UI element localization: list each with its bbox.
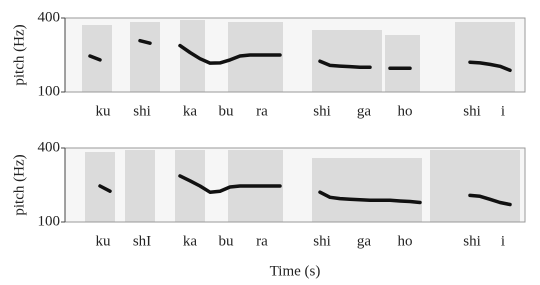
figure: 100 400 pitch (Hz) ku shi ka bu ra shi ga ho shi i 10…: [0, 0, 540, 285]
syllable-label: ka: [183, 233, 198, 249]
syllable-label: shi: [463, 233, 481, 249]
y-tick-label: 100: [38, 213, 61, 229]
syllable-label: ho: [398, 103, 413, 119]
syllable-label: ga: [357, 103, 372, 119]
syllable-label: bu: [219, 233, 235, 249]
syllable-label: shI: [133, 233, 151, 249]
syllable-label: ga: [357, 233, 372, 249]
syllable-label: ka: [183, 103, 198, 119]
syllable-label: shi: [133, 103, 151, 119]
spectrogram-top: [65, 18, 525, 92]
syllable-label: bu: [219, 103, 235, 119]
spectrogram-bottom: [65, 148, 525, 222]
syllable-label: shi: [463, 103, 481, 119]
syllable-label: ra: [256, 103, 268, 119]
syllable-label: ku: [96, 103, 112, 119]
syllable-label: ku: [96, 233, 112, 249]
syllable-label: i: [501, 233, 505, 249]
y-axis-label: pitch (Hz): [11, 24, 27, 85]
syllable-label: i: [501, 103, 505, 119]
y-axis-label: pitch (Hz): [11, 154, 27, 215]
syllable-label: shi: [313, 233, 331, 249]
x-axis-label: Time (s): [270, 263, 321, 279]
syllable-label: shi: [313, 103, 331, 119]
syllable-label: ho: [398, 233, 413, 249]
y-tick-label: 400: [38, 9, 61, 25]
y-tick-label: 400: [38, 139, 61, 155]
y-tick-label: 100: [38, 83, 61, 99]
syllable-label: ra: [256, 233, 268, 249]
